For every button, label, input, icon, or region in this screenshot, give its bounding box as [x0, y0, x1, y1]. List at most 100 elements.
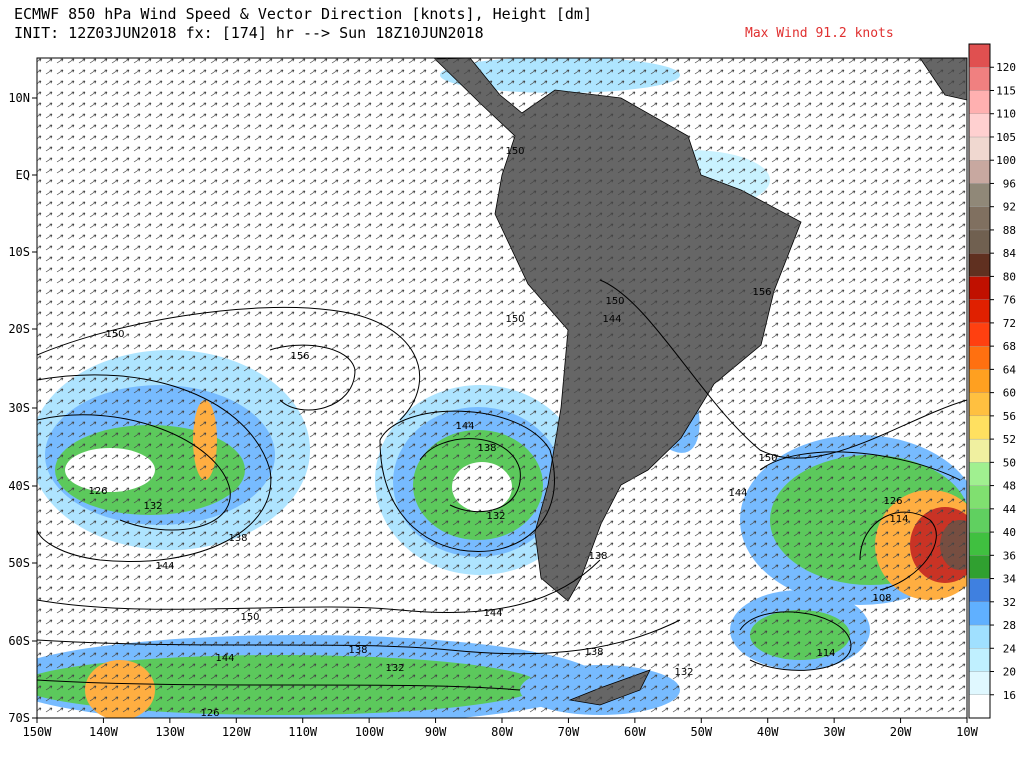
colorbar-segment [968, 43, 991, 68]
colorbar-label: 36 [1003, 549, 1016, 562]
colorbar-label: 64 [1003, 363, 1017, 376]
colorbar-label: 100 [996, 154, 1016, 167]
colorbar-label: 48 [1003, 480, 1016, 493]
colorbar-label: 60 [1003, 387, 1016, 400]
colorbar-label: 52 [1003, 433, 1016, 446]
contour-label: 126 [883, 496, 902, 507]
lat-label: 70S [8, 711, 30, 725]
contour-label: 132 [143, 501, 162, 512]
lat-label: EQ [16, 168, 30, 182]
contour-label: 156 [752, 287, 771, 298]
lat-label: 10S [8, 245, 30, 259]
contour-label: 114 [889, 514, 908, 525]
colorbar-segment [968, 624, 991, 649]
contour-label: 144 [215, 653, 234, 664]
contour-label: 126 [200, 708, 219, 719]
lat-label: 40S [8, 479, 30, 493]
colorbar-segment [968, 276, 991, 300]
colorbar-segment [968, 438, 991, 463]
lat-label: 60S [8, 634, 30, 648]
contour-label: 156 [290, 351, 309, 362]
colorbar-label: 20 [1003, 666, 1016, 679]
colorbar-label: 50 [1003, 456, 1016, 469]
max-wind: Max Wind 91.2 knots [745, 26, 894, 41]
height-contours [37, 279, 967, 691]
lon-label: 50W [690, 725, 712, 739]
colorbar-label: 92 [1003, 201, 1016, 214]
contour-label: 138 [477, 443, 496, 454]
colorbar-label: 56 [1003, 410, 1016, 423]
lat-label: 50S [8, 556, 30, 570]
colorbar-label: 88 [1003, 224, 1016, 237]
contour-label: 144 [455, 421, 474, 432]
lat-label: 30S [8, 401, 30, 415]
colorbar-segment [968, 648, 991, 672]
colorbar-segment [968, 555, 991, 579]
contour-label: 126 [88, 486, 107, 497]
colorbar-segment [968, 322, 991, 347]
colorbar-label: 110 [996, 108, 1016, 121]
lon-label: 130W [155, 725, 185, 739]
colorbar-label: 96 [1003, 177, 1016, 190]
lon-label: 20W [890, 725, 912, 739]
colorbar-label: 72 [1003, 317, 1016, 330]
contour-label: 150 [605, 296, 624, 307]
contour-label: 132 [674, 667, 693, 678]
colorbar-label: 68 [1003, 340, 1016, 353]
colorbar-label: 76 [1003, 294, 1016, 307]
contour-label: 144 [155, 561, 174, 572]
colorbar-segment [968, 345, 991, 370]
contour-label: 150 [240, 612, 259, 623]
contour-label: 114 [816, 648, 835, 659]
colorbar-segment [968, 136, 991, 161]
colorbar-segment [968, 90, 991, 114]
colorbar-segment [968, 206, 991, 231]
colorbar-segment [968, 229, 991, 254]
colorbar-segment [968, 299, 991, 324]
colorbar-label: 34 [1003, 573, 1017, 586]
colorbar-frame [968, 43, 991, 719]
lat-label: 20S [8, 322, 30, 336]
colorbar-label: 105 [996, 131, 1016, 144]
title: ECMWF 850 hPa Wind Speed & Vector Direct… [14, 5, 592, 23]
contour-label: 144 [602, 314, 621, 325]
contour-label: 150 [505, 314, 524, 325]
lon-label: 80W [491, 725, 513, 739]
map-area: 1501561501441381321261321381441501441381… [37, 58, 967, 719]
lon-label: 90W [425, 725, 447, 739]
contour-label: 138 [588, 551, 607, 562]
colorbar-segment [968, 183, 991, 207]
colorbar-segment [968, 462, 991, 486]
lon-label: 60W [624, 725, 646, 739]
lon-label: 30W [823, 725, 845, 739]
colorbar-label: 84 [1003, 247, 1017, 260]
contour-label: 138 [348, 645, 367, 656]
colorbar-segment [968, 160, 991, 184]
lat-label: 10N [8, 91, 30, 105]
colorbar-segment [968, 253, 991, 277]
contour-label: 144 [483, 608, 502, 619]
contour-label: 150 [505, 146, 524, 157]
lon-label: 150W [23, 725, 53, 739]
colorbar-segment [968, 392, 991, 417]
contour-label: 138 [584, 647, 603, 658]
colorbar-segment [968, 694, 991, 719]
contour-label: 108 [872, 593, 891, 604]
colorbar-segment [968, 369, 991, 393]
colorbar-segment [968, 601, 991, 626]
contour-label: 150 [105, 329, 124, 340]
lon-label: 40W [757, 725, 779, 739]
colorbar-segment [968, 67, 991, 91]
init-time: INIT: 12Z03JUN2018 fx: [174] hr --> Sun … [14, 24, 484, 42]
colorbar-segment [968, 415, 991, 440]
lon-label: 10W [956, 725, 978, 739]
contour-label: 144 [728, 488, 747, 499]
colorbar-label: 80 [1003, 270, 1016, 283]
lon-label: 120W [222, 725, 252, 739]
colorbar-label: 28 [1003, 619, 1016, 632]
lon-label: 100W [355, 725, 385, 739]
lon-label: 140W [89, 725, 119, 739]
lon-label: 70W [558, 725, 580, 739]
colorbar-label: 16 [1003, 689, 1016, 702]
